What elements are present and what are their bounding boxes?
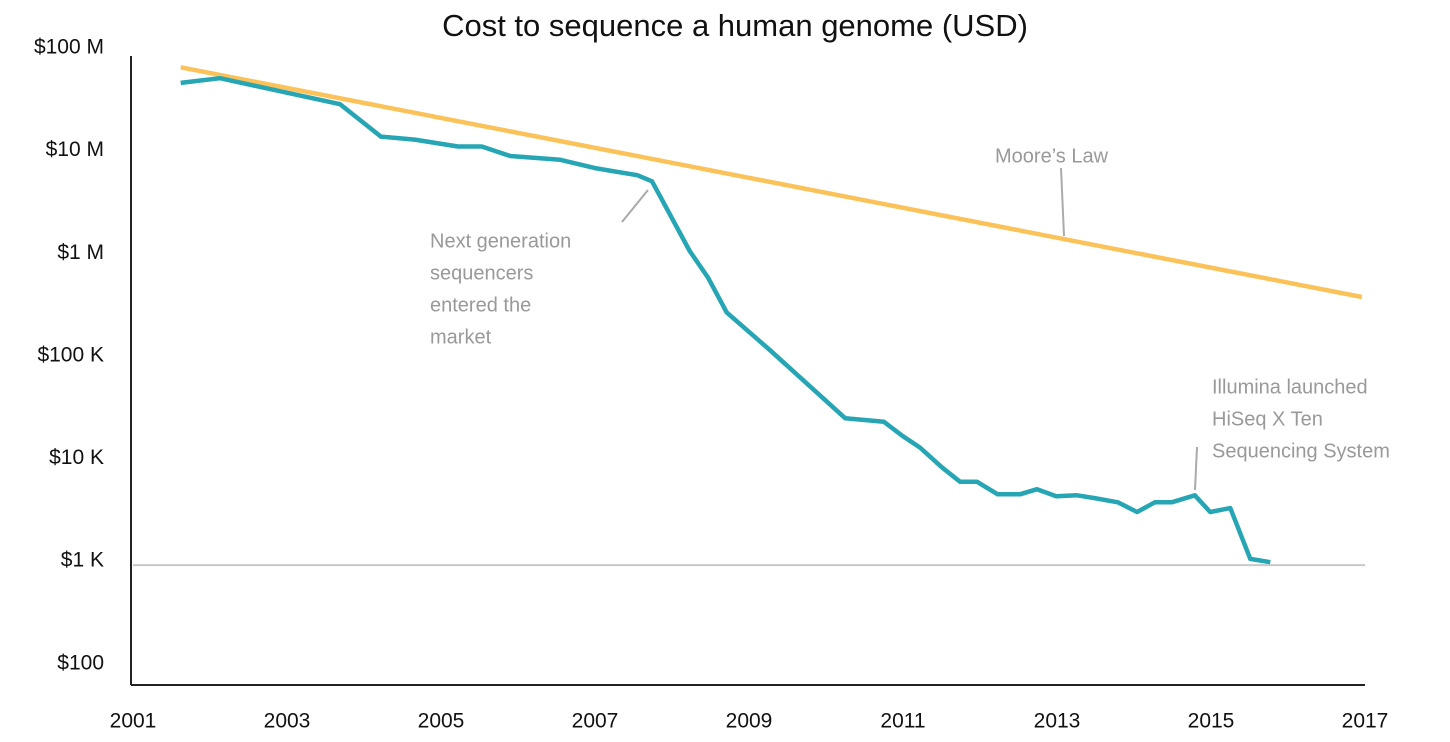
annotation-text: market xyxy=(430,326,492,348)
series-line xyxy=(180,75,1271,565)
y-tick-label: $100 K xyxy=(37,343,104,366)
x-tick-label: 2007 xyxy=(572,710,619,733)
series-line xyxy=(180,65,1363,300)
x-tick-label: 2011 xyxy=(880,710,925,733)
x-tick-label: 2017 xyxy=(1342,710,1389,733)
y-tick-label: $10 M xyxy=(46,138,104,161)
x-tick-label: 2013 xyxy=(1034,710,1081,733)
y-tick-label: $100 M xyxy=(34,36,104,59)
y-tick-label: $1 K xyxy=(61,549,104,572)
annotation-text: Next generation xyxy=(430,230,571,252)
y-tick-label: $100 xyxy=(57,651,104,674)
chart-title: Cost to sequence a human genome (USD) xyxy=(442,8,1028,43)
annotation-text: Sequencing System xyxy=(1212,440,1390,462)
annotation-leader xyxy=(1194,446,1198,491)
annotation-text: HiSeq X Ten xyxy=(1212,408,1323,430)
annotation-leader xyxy=(621,189,649,223)
x-tick-label: 2009 xyxy=(726,710,773,733)
x-tick-label: 2005 xyxy=(418,710,465,733)
annotation-text: Illumina launched xyxy=(1212,376,1368,398)
annotation-text: sequencers xyxy=(430,262,533,284)
y-tick-label: $10 K xyxy=(49,446,104,469)
x-tick-label: 2001 xyxy=(110,710,157,733)
x-tick-label: 2003 xyxy=(264,710,311,733)
annotation-text: entered the xyxy=(430,294,531,316)
y-tick-label: $1 M xyxy=(57,241,104,264)
x-tick-label: 2015 xyxy=(1188,710,1235,733)
annotation-leader xyxy=(1060,167,1065,237)
annotation-text: Moore’s Law xyxy=(995,145,1109,167)
